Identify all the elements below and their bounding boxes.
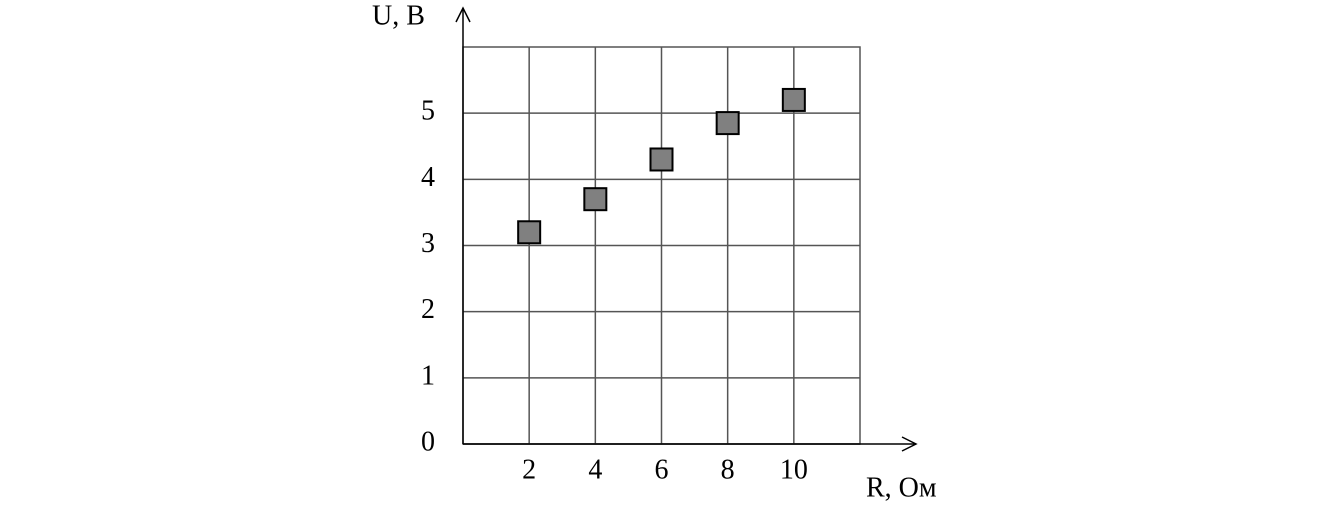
- data-point: [517, 220, 542, 245]
- x-tick-label: 4: [588, 454, 602, 485]
- y-tick-label: 5: [421, 96, 435, 127]
- data-point: [583, 187, 608, 212]
- y-tick-label: 4: [421, 162, 435, 193]
- y-axis-label: U, В: [372, 0, 425, 31]
- x-tick-label: 6: [655, 454, 669, 485]
- x-axis-label: R, Ом: [866, 472, 937, 503]
- y-tick-label: 3: [421, 228, 435, 259]
- y-tick-label: 2: [421, 294, 435, 325]
- data-point: [715, 111, 740, 136]
- x-tick-label: 10: [780, 454, 808, 485]
- y-tick-label: 1: [421, 360, 435, 391]
- data-point: [781, 87, 806, 112]
- x-tick-label: 2: [522, 454, 536, 485]
- data-point: [649, 147, 674, 172]
- y-tick-label: 0: [421, 426, 435, 457]
- x-tick-label: 8: [721, 454, 735, 485]
